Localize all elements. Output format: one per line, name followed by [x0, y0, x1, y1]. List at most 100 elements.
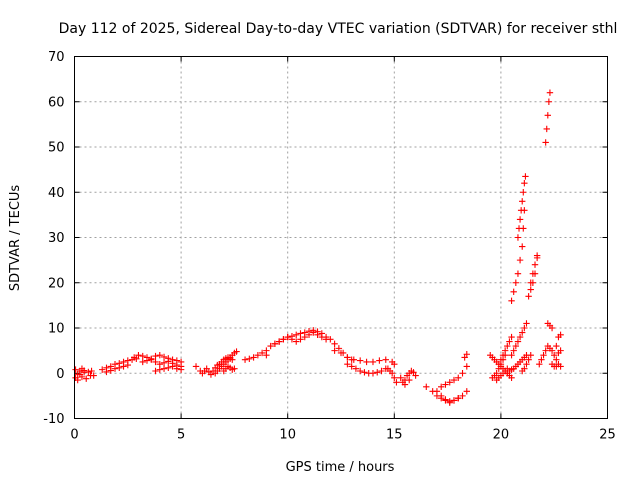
data-point — [103, 368, 110, 376]
data-point — [284, 333, 291, 341]
data-point — [369, 358, 377, 366]
data-point — [455, 394, 462, 402]
data-point — [508, 297, 515, 305]
data-point — [314, 331, 321, 338]
data-point — [107, 367, 114, 374]
data-point — [250, 354, 257, 361]
data-point — [551, 351, 558, 359]
data-point — [455, 374, 462, 381]
data-point — [459, 392, 466, 400]
y-tick-label: 0 — [56, 367, 64, 382]
data-point — [523, 320, 530, 327]
y-tick-label: 50 — [48, 141, 65, 156]
data-point — [557, 331, 564, 338]
data-point — [267, 342, 274, 350]
data-point — [557, 363, 564, 370]
data-point — [519, 198, 526, 205]
data-point — [508, 351, 515, 359]
data-point — [508, 333, 515, 341]
data-point — [297, 336, 304, 343]
data-point — [520, 189, 527, 196]
x-tick-label: 20 — [493, 428, 510, 443]
y-tick-label: 20 — [48, 276, 65, 291]
x-tick-label: 5 — [177, 428, 185, 443]
data-point — [438, 383, 445, 391]
data-point — [90, 372, 97, 379]
data-point — [310, 329, 317, 336]
tick-labels: 0 5 10 15 20 25 -10 0 10 20 30 40 50 60 70 — [43, 50, 616, 443]
data-point — [382, 356, 389, 363]
data-point — [521, 324, 528, 332]
data-point — [523, 361, 530, 368]
y-tick-label: 10 — [48, 322, 65, 337]
data-point — [350, 356, 357, 363]
data-point — [512, 279, 520, 286]
data-point — [545, 98, 553, 105]
data-point — [514, 234, 522, 241]
data-point — [501, 347, 509, 354]
data-point — [519, 329, 526, 336]
y-tick-label: 30 — [48, 231, 65, 246]
data-point — [388, 370, 396, 377]
data-point — [374, 369, 381, 376]
data-point — [510, 347, 517, 354]
data-point — [231, 365, 238, 372]
data-point — [504, 342, 511, 350]
data-point — [363, 358, 370, 366]
data-point — [463, 388, 470, 395]
data-point — [152, 352, 159, 360]
y-axis-label: SDTVAR / TECUs — [8, 185, 23, 292]
data-point — [356, 357, 364, 364]
data-point — [74, 376, 81, 384]
data-point — [143, 357, 151, 364]
x-tick-label: 15 — [386, 428, 403, 443]
data-point — [516, 216, 524, 223]
data-point — [516, 333, 524, 341]
data-point — [522, 173, 529, 180]
plot-frame — [74, 56, 608, 419]
data-point — [401, 381, 409, 388]
data-point — [356, 367, 364, 375]
data-point — [111, 365, 119, 372]
data-point — [517, 207, 525, 214]
data-point — [335, 345, 343, 352]
y-tick-label: 40 — [48, 186, 65, 201]
data-point — [393, 379, 400, 386]
data-point — [521, 180, 528, 187]
data-point — [152, 358, 159, 366]
data-point — [148, 356, 155, 363]
data-point — [83, 375, 90, 382]
data-point — [352, 365, 360, 372]
data-points — [72, 89, 564, 406]
data-point — [533, 252, 541, 259]
data-point — [406, 376, 413, 384]
data-point — [88, 367, 95, 375]
data-point — [139, 352, 146, 360]
data-point — [521, 365, 528, 372]
data-point — [152, 367, 159, 375]
data-point — [546, 89, 554, 96]
x-tick-label: 10 — [279, 428, 296, 443]
y-tick-label: 60 — [48, 95, 65, 110]
data-point — [497, 356, 505, 363]
data-point — [531, 261, 539, 268]
data-point — [156, 351, 163, 359]
data-point — [337, 349, 345, 357]
data-point — [446, 379, 453, 386]
data-point — [557, 347, 564, 354]
data-point — [361, 369, 368, 376]
data-point — [318, 333, 326, 341]
data-point — [301, 333, 308, 341]
data-point — [156, 361, 163, 368]
data-point — [525, 293, 532, 300]
data-point — [271, 340, 279, 348]
data-point — [510, 288, 517, 295]
data-point — [516, 256, 524, 264]
data-point — [463, 351, 470, 358]
data-point — [527, 286, 534, 293]
data-point — [207, 371, 215, 378]
data-point — [459, 370, 466, 377]
data-point — [160, 365, 168, 372]
chart-title: Day 112 of 2025, Sidereal Day-to-day VTE… — [59, 21, 618, 37]
data-point — [293, 331, 300, 338]
